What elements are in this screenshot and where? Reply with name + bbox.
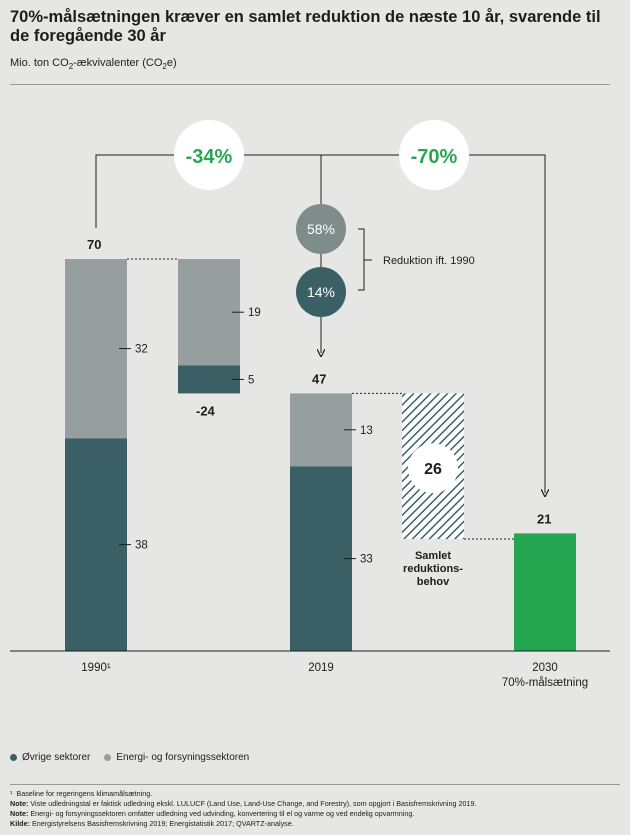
x-tick-1990: 1990¹	[81, 662, 111, 674]
header-divider	[10, 84, 610, 85]
value-label: 33	[360, 554, 373, 566]
footnote-divider	[10, 784, 620, 785]
note-1: Note: Viste udledningstal er faktisk udl…	[10, 799, 477, 808]
share-label-14: 14%	[307, 284, 335, 300]
value-label: 38	[135, 540, 148, 552]
value-label: 32	[135, 344, 148, 356]
bar-reduction-ovrige	[178, 365, 240, 394]
bar-2019-ovrige	[290, 466, 352, 651]
total-label-2019: 47	[312, 371, 326, 386]
need-caption-line: Samlet	[415, 550, 451, 562]
value-label: 5	[248, 374, 254, 386]
bar-2019-energi	[290, 393, 352, 467]
note-2: Note: Energi- og forsyningssektoren omfa…	[10, 809, 415, 818]
legend: Øvrige sektorer Energi- og forsyningssek…	[10, 752, 249, 763]
bracket	[358, 228, 372, 291]
legend-swatch-light	[104, 754, 112, 761]
need-value-circle	[408, 443, 458, 494]
bar-reduction-energi	[178, 259, 240, 366]
bar-2030-target	[514, 533, 576, 651]
bar-1990-ovrige	[65, 438, 127, 651]
total-label-1990: 70	[87, 237, 101, 252]
share-label-58: 58%	[307, 221, 335, 237]
bar-1990-energi	[65, 259, 127, 439]
value-label: 13	[360, 425, 373, 437]
legend-item-ovrige: Øvrige sektorer	[10, 752, 90, 763]
total-label-reduction: -24	[196, 403, 216, 418]
share-circle-14	[296, 267, 346, 317]
need-value-label: 26	[424, 461, 442, 478]
x-tick-2030: 2030	[532, 662, 558, 674]
reduction-circle-34	[174, 120, 244, 190]
reduction-label-70: -70%	[411, 146, 458, 168]
footnotes: ¹ Baseline for regeringens klimamålsætni…	[10, 784, 620, 829]
reduction-circle-70	[399, 120, 469, 190]
need-caption-line: reduktions-	[403, 563, 463, 575]
x-tick-2019: 2019	[308, 662, 334, 674]
legend-swatch-dark	[10, 754, 17, 761]
source: Kilde: Energistyrelsens Basisfremskrivni…	[10, 819, 294, 828]
total-label-2030: 21	[537, 511, 551, 526]
legend-item-energi: Energi- og forsyningssektoren	[104, 752, 249, 763]
reduction-label-34: -34%	[186, 146, 233, 168]
legend-label: Øvrige sektorer	[22, 752, 91, 763]
bracket-label: Reduktion ift. 1990	[383, 255, 475, 267]
need-caption-line: behov	[417, 576, 450, 588]
overlay-layer: 38 32 70 19 5 -24 33 13 47 26 Samletreduktions-beh…	[10, 120, 610, 689]
x-tick-2030-sub: 70%-målsætning	[502, 677, 588, 689]
bars-layer	[65, 259, 576, 651]
legend-label: Energi- og forsyningssektoren	[116, 752, 250, 763]
waterfall-chart: 38 32 70 19 5 -24 33 13 47 26 Samletreduktions-beh…	[10, 120, 610, 689]
share-circle-58	[296, 204, 346, 254]
chart-title: 70%-målsætningen kræver en samlet redukt…	[10, 8, 601, 45]
footnote-baseline: ¹ Baseline for regeringens klimamålsætni…	[10, 789, 153, 798]
chart-subtitle: Mio. ton CO2-ækvivalenter (CO2e)	[10, 57, 177, 72]
value-label: 19	[248, 307, 261, 319]
